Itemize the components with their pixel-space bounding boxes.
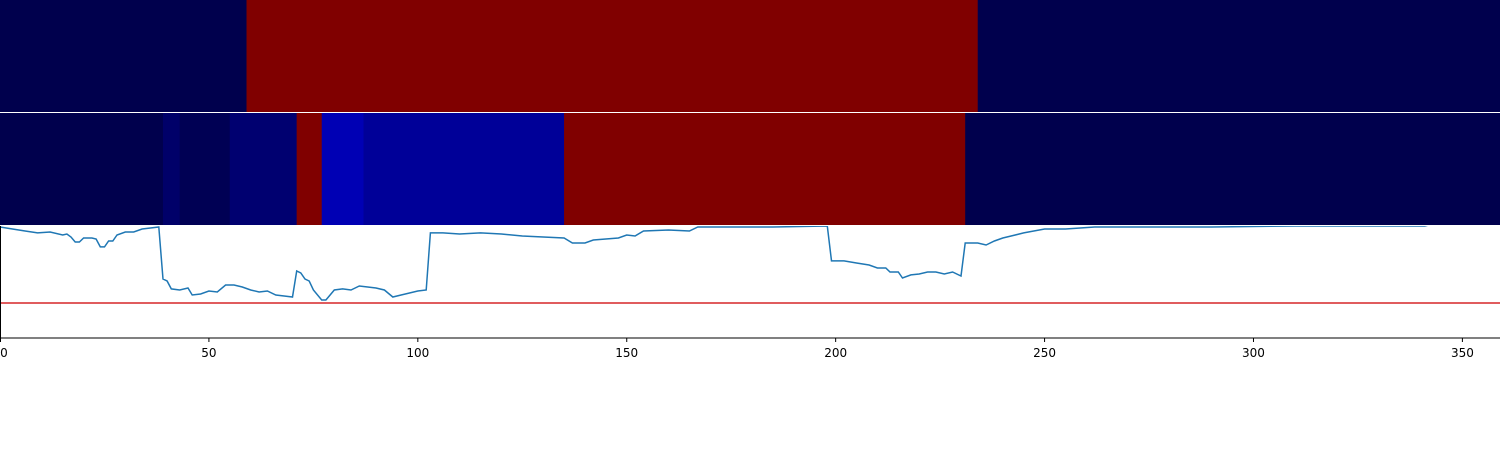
heatmap-cell [179, 113, 231, 225]
x-tick-label: 250 [1033, 346, 1056, 360]
heatmap-cell [363, 113, 565, 225]
x-tick-label: 0 [0, 346, 8, 360]
heatmap-cell [162, 113, 181, 225]
x-tick-label: 100 [406, 346, 429, 360]
x-tick-label: 300 [1242, 346, 1265, 360]
heatmap-cell [977, 0, 1500, 112]
line-panel [0, 226, 1500, 338]
heatmap-cell [965, 113, 1500, 225]
heatmap-cell [0, 113, 164, 225]
heatmap-cell [246, 0, 979, 112]
heatmap-cell [0, 0, 248, 112]
x-tick-label: 50 [201, 346, 216, 360]
heatmap-cell [321, 113, 365, 225]
data-line [0, 226, 1429, 301]
heatmap-cell [296, 113, 323, 225]
x-tick-label: 150 [615, 346, 638, 360]
heatmap-cell [229, 113, 298, 225]
x-tick-label: 350 [1451, 346, 1474, 360]
x-tick-label: 200 [824, 346, 847, 360]
heatmap-cell [564, 113, 966, 225]
line-area [0, 226, 1500, 304]
